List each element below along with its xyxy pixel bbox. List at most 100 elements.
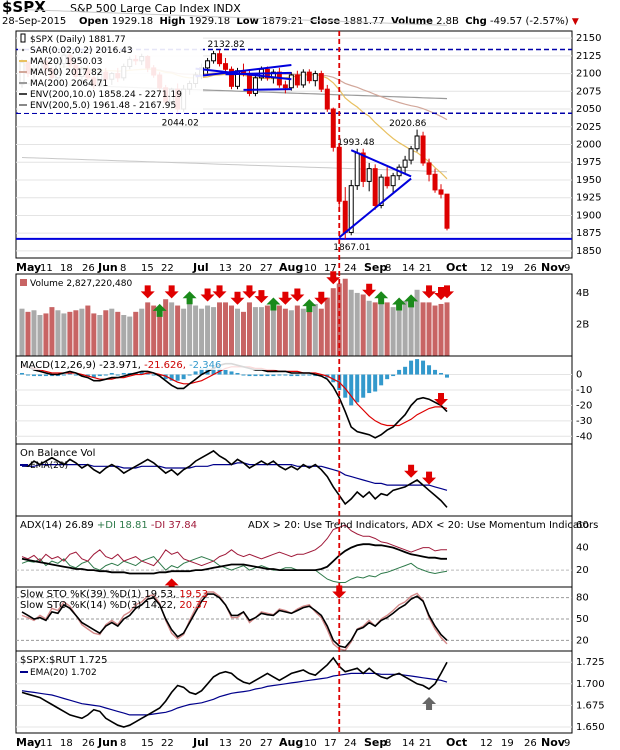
time-axis-label: 8 [120,263,126,274]
price-legend-item: $SPX (Daily) 1881.77 [30,35,126,45]
volume-bar [384,302,390,356]
volume-bar [61,313,67,356]
volume-bar [193,305,199,356]
volume-bar [145,302,151,356]
adx-legend-part: ADX(14) 26.89 [20,520,97,531]
sto-legend-1: Slow STO %K(39) %D(1) 19.53, 19.53 [20,589,208,600]
time-axis-label: Sep [364,261,387,274]
macd-histogram-bar [61,374,66,376]
time-axis-label: 11 [40,738,53,749]
candle-body [288,74,294,89]
down-triangle-icon: ▼ [571,17,579,27]
time-axis-label: 17 [324,738,337,749]
volume-bar [229,305,235,356]
volume-bar [366,300,372,356]
volume-bar [306,307,312,356]
volume-bar [169,302,175,356]
volume-bar [294,305,300,356]
macd-histogram-bar [109,372,114,375]
pattern-trendline [338,177,412,239]
candle-body [282,84,288,89]
macd-y-tick: -20 [576,400,592,411]
volume-bar [73,310,79,356]
macd-histogram-bar [355,374,360,403]
macd-histogram-bar [385,374,390,380]
time-axis-label: 26 [82,738,95,749]
time-axis-label: 18 [60,738,73,749]
volume-bar [252,307,258,356]
time-axis-label: 13 [219,263,232,274]
time-axis-label: 22 [161,738,174,749]
macd-histogram-bar [259,374,264,377]
ratio-legend: $SPX:$RUT 1.725 [20,655,108,666]
candle-body [378,176,384,207]
low-value: 1879.21 [262,16,304,27]
macd-histogram-bar [283,374,288,376]
macd-legend-part: -2.346 [189,360,221,371]
volume-bar [49,307,55,356]
time-axis-label: May [16,261,41,274]
macd-histogram-bar [277,374,282,376]
candle-body [372,168,378,207]
down-arrow-icon [440,285,454,299]
macd-histogram-bar [25,374,30,376]
volume-legend-box [18,276,168,288]
down-arrow-icon [230,291,245,305]
volume-bar [348,289,354,356]
price-annotation: 2020.86 [389,119,426,129]
macd-histogram-bar [427,365,432,375]
pattern-trendline [243,88,292,91]
volume-bar [37,315,43,356]
down-arrow-icon [404,464,419,478]
volume-bar [205,305,211,356]
volume-bar [163,299,169,356]
volume-bar [43,313,49,356]
obv-panel [15,443,573,517]
up-arrow-icon [422,696,437,710]
candle-body [330,108,336,148]
volume-label: Volume [391,16,433,27]
time-axis-label: 27 [260,263,273,274]
volume-bar [420,302,426,356]
ratio-line [21,656,448,728]
candle-body [318,73,324,90]
minus-di-line [21,524,447,567]
volume-bar [372,302,378,356]
macd-histogram-bar [397,369,402,375]
volume-bar [390,307,396,356]
time-axis-label: 26 [524,263,537,274]
macd-histogram-bar [343,374,348,398]
candle-body [354,152,360,187]
down-arrow-icon [242,285,257,299]
volume-y-tick: 4B [576,288,589,299]
price-legend-item: ENV(200,5.0) 1961.48 - 2167.95 [30,101,176,111]
macd-histogram-bar [403,366,408,375]
time-axis-label: Jun [97,736,118,749]
sto-legend-part: Slow STO %K(39) %D(1) 19.53, [20,589,179,600]
macd-legend-part: -23.971, [99,360,144,371]
macd-histogram-bar [43,374,48,377]
sto-legend-2: Slow STO %K(14) %D(3) 14.22, 20.37 [20,600,208,611]
macd-histogram-bar [163,374,168,380]
macd-histogram-bar [301,374,306,376]
env200-5-upper-line [21,9,448,26]
volume-bar [258,307,264,356]
volume-bar [444,302,450,356]
adx-legend-part: +DI 18.81 [97,520,151,531]
macd-legend-box [18,358,280,370]
time-axis-label: 8 [385,263,391,274]
open-label: Open [78,16,109,27]
macd-histogram-bar [265,374,270,377]
macd-histogram-bar [253,374,258,377]
obv-ema-line [22,462,448,491]
macd-histogram-bar [91,374,96,378]
time-axis-label: Aug [279,736,303,749]
volume-bar [396,305,402,356]
time-axis-label: Nov [541,736,566,749]
time-axis-label: Jul [192,736,209,749]
sto39-line [21,593,448,649]
quote-line: 28-Sep-2015 Open 1929.18 High 1929.18 Lo… [2,16,612,27]
down-arrow-icon [434,286,449,300]
sto-legend-part: 20.37 [179,600,208,611]
chg-value: -49.57 (-2.57%) [490,16,569,27]
